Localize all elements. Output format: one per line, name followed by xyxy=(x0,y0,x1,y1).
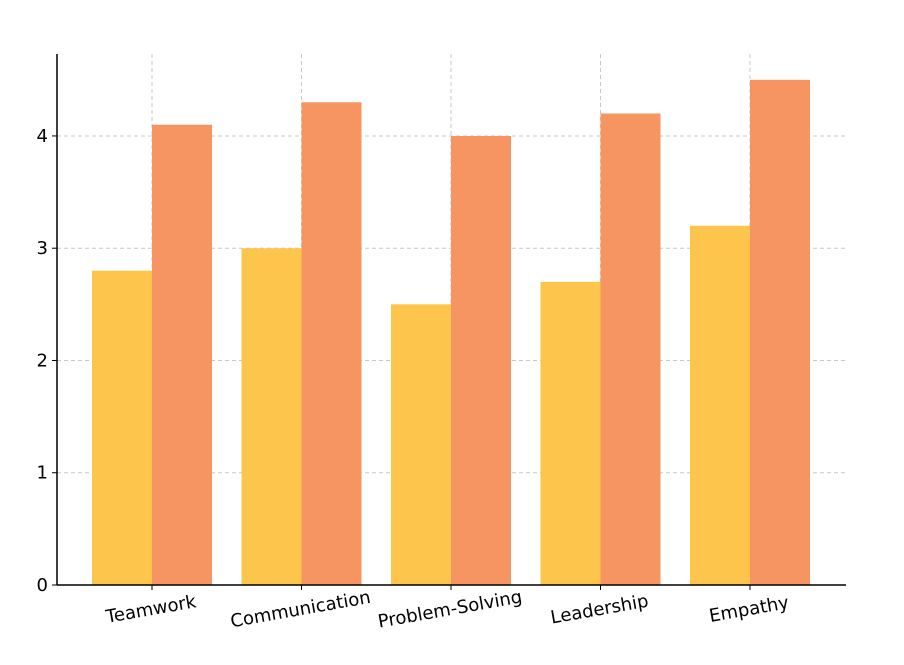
bar-series-1-teamwork xyxy=(92,270,152,585)
x-tick-label: Empathy xyxy=(708,592,791,627)
bar-series-2-empathy xyxy=(750,79,810,585)
x-tick-label: Leadership xyxy=(549,591,650,629)
x-tick-label: Teamwork xyxy=(103,591,198,628)
y-tick-label: 1 xyxy=(37,463,48,484)
y-tick-label: 0 xyxy=(37,575,48,596)
bar-series-2-leadership xyxy=(600,113,661,586)
bars xyxy=(92,79,810,586)
y-tick-labels: 0 1 2 3 4 xyxy=(37,126,57,596)
bar-series-2-problem-solving xyxy=(451,135,511,586)
x-tick-label: Problem-Solving xyxy=(376,587,523,633)
y-tick-label: 3 xyxy=(37,238,48,259)
bar-series-1-problem-solving xyxy=(391,304,451,585)
bar-series-1-leadership xyxy=(540,281,601,585)
y-tick-label: 4 xyxy=(37,126,48,147)
bar-series-1-communication xyxy=(241,248,302,585)
x-tick-label: Communication xyxy=(229,587,372,632)
bar-series-1-empathy xyxy=(690,225,750,585)
x-tick-labels: Teamwork Communication Problem-Solving Lead… xyxy=(103,585,791,633)
bar-series-2-communication xyxy=(301,102,362,585)
y-tick-label: 2 xyxy=(37,350,48,371)
bar-series-2-teamwork xyxy=(152,124,212,585)
